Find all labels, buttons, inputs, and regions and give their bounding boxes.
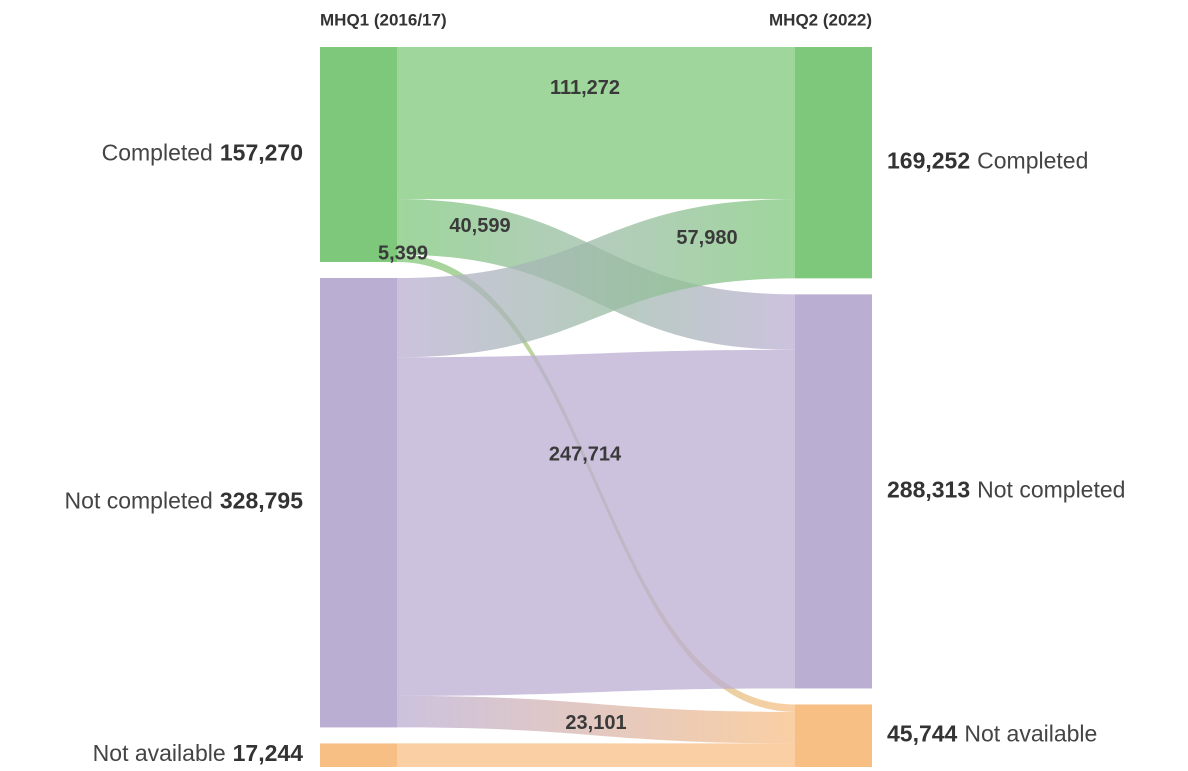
node-name: Not completed (977, 476, 1125, 502)
link-label: 57,980 (676, 227, 737, 249)
node-label: 45,744 Not available (887, 721, 1097, 747)
node (795, 294, 872, 689)
column-title: MHQ1 (2016/17) (320, 10, 447, 29)
node-value: 45,744 (887, 721, 958, 747)
node-label: Completed 157,270 (102, 140, 303, 166)
column-title: MHQ2 (2022) (769, 10, 872, 29)
node-label: 288,313 Not completed (887, 476, 1125, 502)
link-label: 111,272 (550, 77, 620, 99)
link-label: 5,399 (378, 243, 428, 265)
link (397, 695, 795, 744)
node (320, 47, 397, 262)
link-label: 40,599 (449, 215, 510, 237)
node (795, 704, 872, 767)
node (320, 277, 397, 728)
node-label: Not available 17,244 (93, 740, 304, 766)
node-label: 169,252 Completed (887, 148, 1088, 174)
link (397, 743, 795, 767)
link-label: 23,101 (565, 712, 626, 734)
node-name: Not completed (65, 488, 213, 514)
node-label: Not completed 328,795 (65, 488, 304, 514)
node-value: 288,313 (887, 476, 970, 502)
node-value: 17,244 (233, 740, 304, 766)
node-name: Completed (977, 148, 1088, 174)
node (795, 47, 872, 279)
link (397, 349, 795, 696)
link (397, 199, 795, 358)
node-value: 328,795 (220, 488, 303, 514)
node-value: 157,270 (220, 140, 303, 166)
node-name: Not available (93, 740, 226, 766)
node-value: 169,252 (887, 148, 970, 174)
node (320, 743, 397, 767)
link-label: 247,714 (549, 443, 622, 465)
node-name: Completed (102, 140, 213, 166)
node-name: Not available (964, 721, 1097, 747)
link (397, 47, 795, 200)
